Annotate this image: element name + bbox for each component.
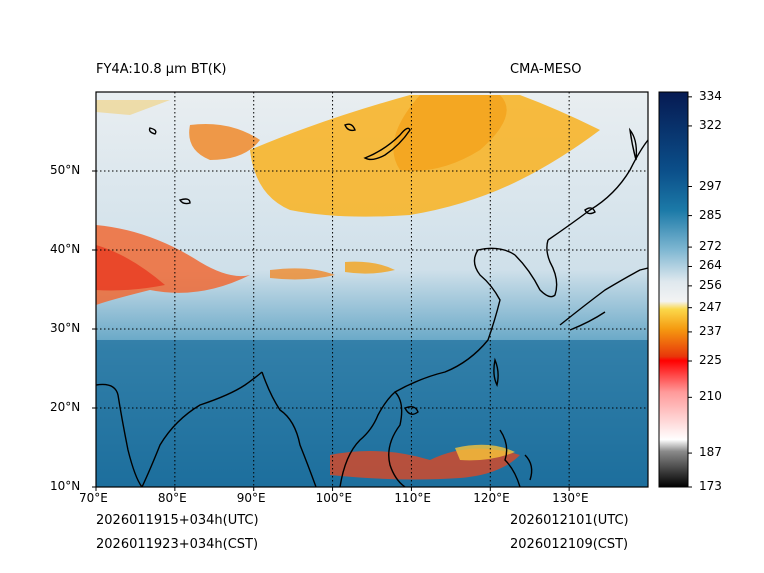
graticule bbox=[96, 92, 648, 487]
lon-label: 80°E bbox=[157, 491, 187, 505]
init-time-cst: 2026011923+034h(CST) bbox=[96, 537, 259, 552]
map-title: FY4A:10.8 µm BT(K) bbox=[96, 62, 227, 77]
lat-label: 40°N bbox=[50, 242, 81, 256]
colorbar bbox=[658, 91, 689, 488]
lon-label: 90°E bbox=[236, 491, 266, 505]
lat-label: 10°N bbox=[50, 479, 81, 493]
valid-time-utc: 2026012101(UTC) bbox=[510, 513, 629, 528]
colorbar-tick-label: 187 bbox=[699, 445, 722, 460]
colorbar-tick-label: 237 bbox=[699, 323, 722, 338]
colorbar-tick-label: 210 bbox=[699, 389, 722, 404]
lon-label: 120°E bbox=[473, 491, 510, 505]
colorbar-tick-label: 173 bbox=[699, 479, 722, 493]
colorbar-tick-label: 225 bbox=[699, 352, 722, 367]
lon-label: 110°E bbox=[394, 491, 431, 505]
lon-label: 70°E bbox=[79, 491, 108, 505]
lat-label: 50°N bbox=[50, 163, 81, 177]
lat-label: 30°N bbox=[50, 321, 81, 335]
lat-label: 20°N bbox=[50, 400, 81, 414]
colorbar-tick-label: 297 bbox=[699, 178, 722, 193]
map-frame bbox=[95, 91, 649, 488]
model-name: CMA-MESO bbox=[510, 62, 582, 77]
valid-time-cst: 2026012109(CST) bbox=[510, 537, 629, 552]
lon-label: 100°E bbox=[315, 491, 353, 505]
colorbar-tick-label: 322 bbox=[699, 117, 722, 132]
colorbar-tick-label: 334 bbox=[699, 88, 722, 103]
colorbar-tick-label: 272 bbox=[699, 239, 722, 254]
colorbar-tick-label: 285 bbox=[699, 207, 722, 222]
colorbar-tick-label: 256 bbox=[699, 277, 722, 292]
init-time-utc: 2026011915+034h(UTC) bbox=[96, 513, 259, 528]
colorbar-tick-label: 247 bbox=[699, 299, 722, 314]
colorbar-tick-label: 264 bbox=[699, 258, 722, 273]
lon-label: 130°E bbox=[552, 491, 589, 505]
